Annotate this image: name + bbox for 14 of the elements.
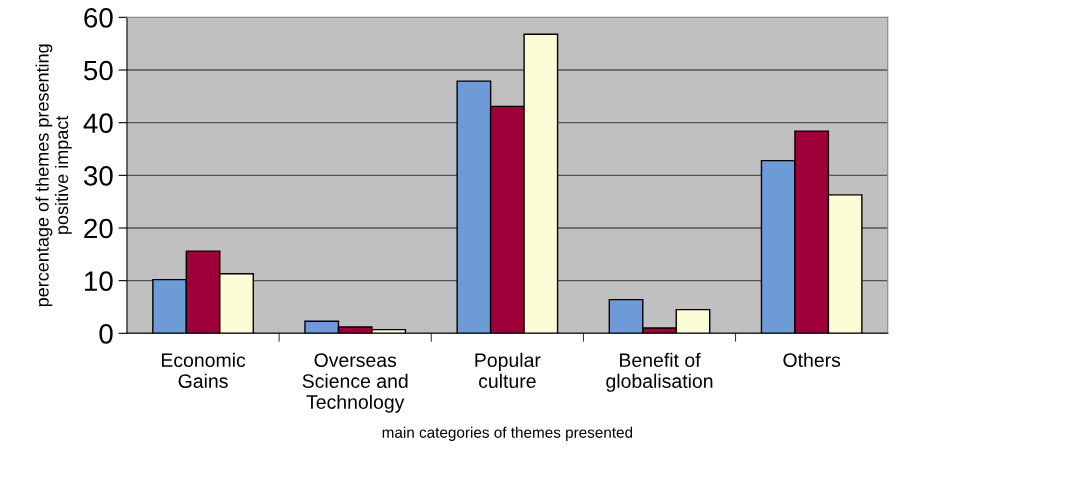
x-tick-label: Overseas Science and Technology — [302, 353, 408, 413]
x-axis-title: main categories of themes presented — [382, 426, 633, 441]
y-tick-label: 20 — [84, 218, 113, 239]
y-tick-label: 10 — [85, 271, 113, 291]
x-tick-label: Popular culture — [475, 352, 541, 388]
x-tick-label: Benefit of globalisation — [606, 352, 713, 392]
x-tick-label: Others — [783, 352, 841, 368]
x-tick-label: Economic Gains — [161, 352, 246, 388]
y-tick-label: 50 — [84, 60, 113, 81]
y-tick-label: 60 — [84, 8, 113, 28]
y-axis-title: percentage of themes presenting positive impact — [35, 44, 72, 307]
y-tick-label: 0 — [99, 323, 113, 344]
y-tick-label: 30 — [83, 166, 113, 186]
y-tick-label: 40 — [83, 113, 113, 134]
